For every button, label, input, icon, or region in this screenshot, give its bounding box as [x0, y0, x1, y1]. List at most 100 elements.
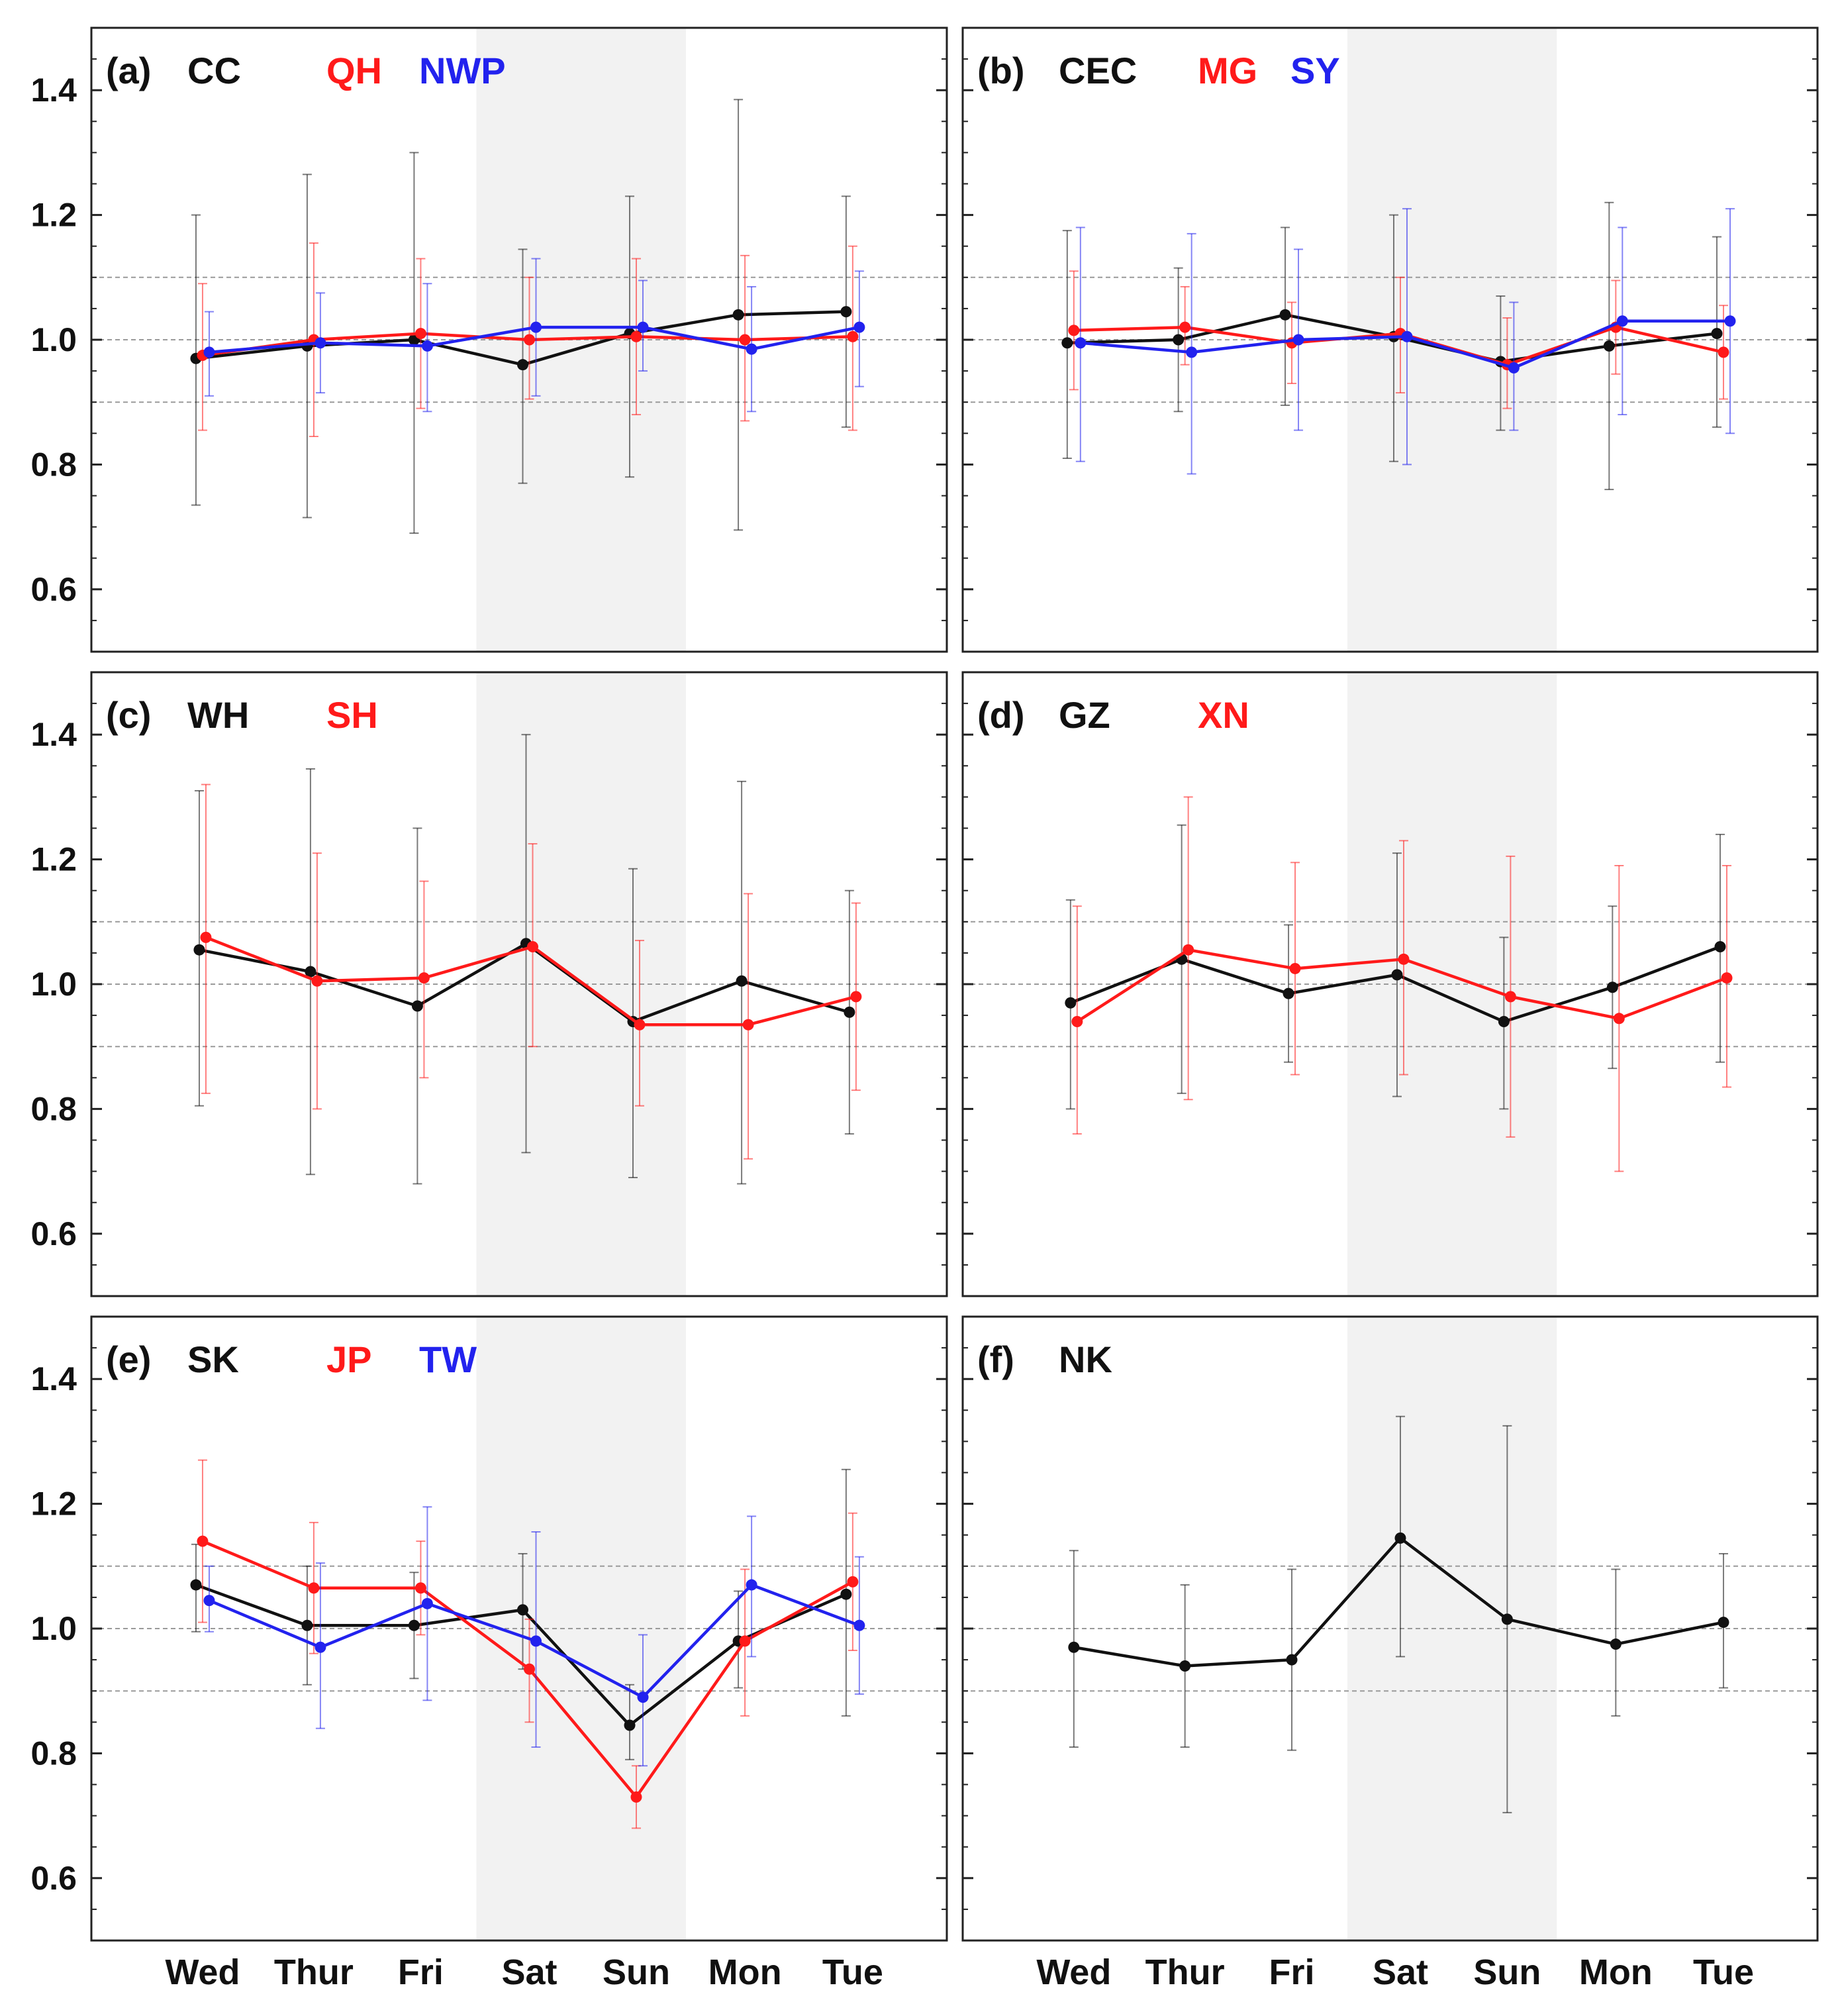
- data-point: [1068, 325, 1080, 336]
- data-point: [305, 966, 316, 978]
- data-point: [1075, 337, 1087, 349]
- y-tick-label: 0.6: [30, 1215, 77, 1252]
- y-tick-label: 1.0: [30, 321, 77, 358]
- data-point: [1718, 346, 1729, 358]
- data-point: [530, 1635, 542, 1647]
- data-point: [1498, 1016, 1510, 1028]
- legend-nk: NK: [1059, 1338, 1112, 1380]
- series-sy: [1075, 208, 1736, 475]
- data-point: [414, 1582, 426, 1594]
- data-point: [1721, 972, 1733, 984]
- series-nk: [1068, 1415, 1729, 1813]
- data-point: [418, 972, 430, 984]
- data-point: [1504, 991, 1516, 1003]
- panel-f: Wed Thur Fri Sat Sun Mon Tue (f) NK: [961, 1315, 1819, 1992]
- series-qh: [197, 242, 859, 438]
- panel-label: (a): [106, 50, 151, 91]
- data-point: [421, 1597, 433, 1609]
- data-point: [1068, 1641, 1080, 1653]
- data-point: [1179, 1660, 1191, 1672]
- x-tick-label: Sat: [1373, 1952, 1428, 1992]
- data-point: [1173, 334, 1185, 346]
- legend-jp: JP: [326, 1338, 372, 1380]
- data-point: [1061, 337, 1073, 349]
- series-cc: [190, 99, 852, 534]
- data-point: [527, 940, 539, 952]
- data-point: [1724, 315, 1736, 327]
- series-gz: [1065, 824, 1726, 1110]
- legend-tw: TW: [419, 1338, 477, 1380]
- data-point: [301, 1619, 313, 1631]
- x-tick-label: Thur: [1145, 1952, 1225, 1992]
- legend-gz: GZ: [1059, 694, 1110, 736]
- data-point: [844, 1006, 855, 1018]
- x-tick-label: Tue: [822, 1952, 883, 1992]
- data-point: [524, 334, 536, 346]
- panel-e: 1.4 1.2 1.0 0.8 0.6 Wed Thur Fri Sat Sun Mon Tue (e)…: [30, 1315, 948, 1992]
- data-point: [1603, 340, 1615, 352]
- data-point: [190, 1579, 202, 1591]
- data-point: [850, 991, 862, 1003]
- y-tick-label: 1.2: [30, 1486, 77, 1523]
- data-point: [1289, 962, 1301, 974]
- y-tick-label: 1.0: [30, 966, 77, 1003]
- panel-label: (d): [977, 694, 1025, 736]
- x-tick-label: Thur: [274, 1952, 354, 1992]
- data-point: [739, 1635, 751, 1647]
- data-point: [1401, 330, 1413, 342]
- legend-qh: QH: [326, 50, 382, 91]
- data-point: [414, 328, 426, 340]
- data-point: [732, 309, 744, 321]
- x-tick-label: Wed: [1036, 1952, 1111, 1992]
- data-point: [203, 346, 215, 358]
- y-tick-label: 1.2: [30, 841, 77, 878]
- x-tick-label: Fri: [398, 1952, 444, 1992]
- legend-sy: SY: [1290, 50, 1340, 91]
- series-tw: [203, 1506, 865, 1767]
- x-tick-label: Mon: [708, 1952, 782, 1992]
- data-point: [624, 1719, 636, 1731]
- x-tick-label: Wed: [165, 1952, 240, 1992]
- data-point: [524, 1663, 536, 1675]
- data-point: [746, 1579, 757, 1591]
- data-point: [630, 1791, 642, 1803]
- data-point: [742, 1019, 754, 1031]
- y-tick-label: 0.8: [30, 1090, 77, 1127]
- data-point: [308, 1582, 320, 1594]
- series-xn: [1071, 796, 1733, 1172]
- data-point: [408, 1619, 420, 1631]
- legend-cc: CC: [187, 50, 241, 91]
- data-point: [634, 1019, 646, 1031]
- data-point: [1616, 315, 1628, 327]
- data-point: [197, 1535, 209, 1547]
- data-point: [1279, 309, 1291, 321]
- legend-sh: SH: [326, 694, 378, 736]
- series-jp: [197, 1459, 859, 1829]
- data-point: [1391, 969, 1403, 981]
- x-tick-label: Fri: [1269, 1952, 1315, 1992]
- data-point: [1283, 987, 1294, 999]
- y-tick-label: 1.4: [30, 716, 77, 753]
- data-point: [200, 931, 212, 943]
- data-point: [311, 975, 323, 987]
- data-point: [315, 1641, 326, 1653]
- panel-d: (d) GZ XN: [961, 671, 1819, 1297]
- data-point: [736, 975, 748, 987]
- series-mg: [1068, 270, 1729, 409]
- data-point: [840, 1588, 852, 1600]
- legend-mg: MG: [1198, 50, 1257, 91]
- legend-cec: CEC: [1059, 50, 1137, 91]
- y-tick-label: 1.4: [30, 72, 77, 109]
- legend-wh: WH: [187, 694, 249, 736]
- data-point: [517, 359, 529, 371]
- data-point: [1292, 334, 1304, 346]
- data-point: [1610, 1638, 1622, 1650]
- data-point: [1071, 1016, 1083, 1028]
- data-point: [1606, 982, 1618, 993]
- data-point: [739, 334, 751, 346]
- data-point: [1286, 1654, 1298, 1666]
- panel-c: 1.4 1.2 1.0 0.8 0.6 (c) WH SH: [30, 671, 948, 1297]
- x-tick-label: Mon: [1579, 1952, 1653, 1992]
- y-tick-label: 0.8: [30, 446, 77, 483]
- data-point: [1613, 1013, 1625, 1025]
